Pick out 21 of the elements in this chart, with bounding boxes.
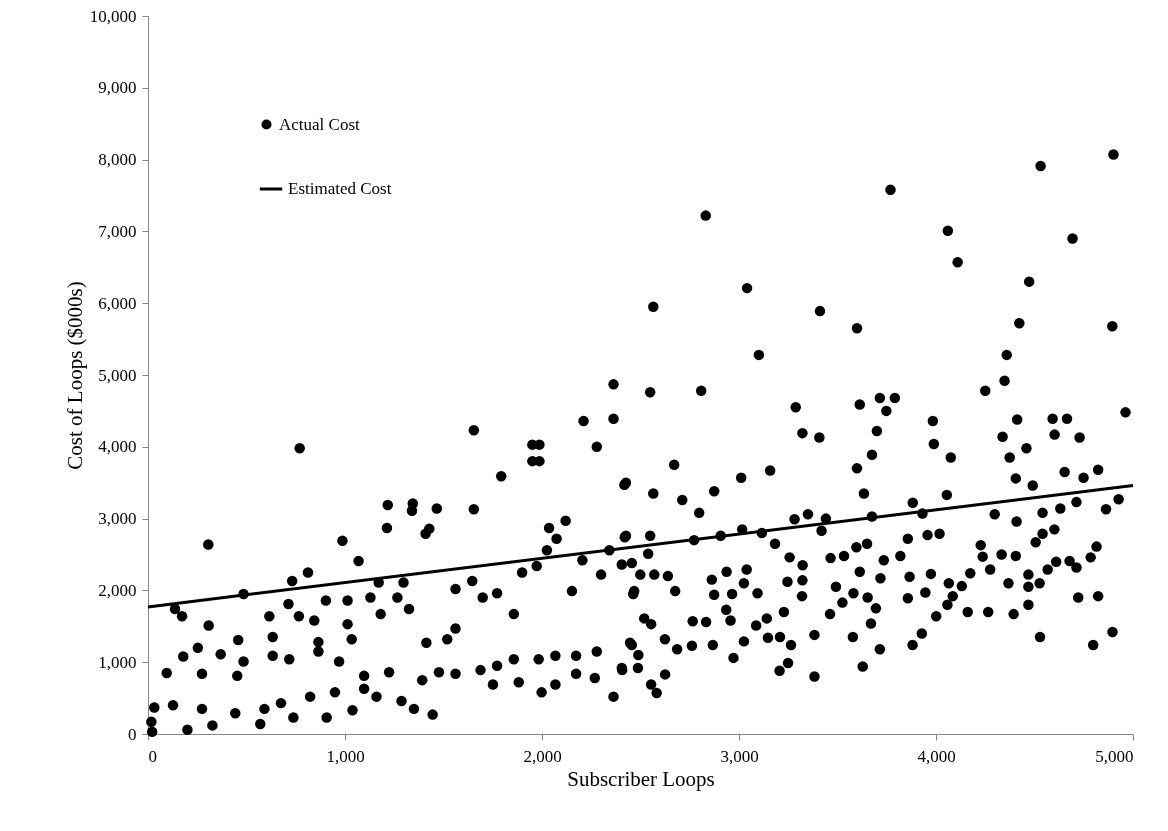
x-tick-label: 3,000 [720,746,759,766]
x-tick-label: 1,000 [326,746,365,766]
y-tick-label: 2,000 [98,580,137,600]
x-tick-label: 2,000 [523,746,562,766]
y-tick-label: 0 [128,724,137,744]
y-tick-label: 10,000 [89,6,137,26]
y-tick-label: 1,000 [98,652,137,672]
legend-label: Estimated Cost [288,179,392,198]
y-tick-label: 4,000 [98,437,137,457]
x-axis-title: Subscriber Loops [567,766,715,791]
x-tick-label: 4,000 [917,746,956,766]
y-tick-label: 9,000 [98,78,137,98]
y-axis-title: Cost of Loops ($000s) [62,281,87,470]
legend-label: Actual Cost [279,114,361,134]
x-tick-label: 5,000 [1095,746,1134,766]
y-tick-label: 7,000 [98,221,137,241]
y-tick-label: 8,000 [98,150,137,170]
y-tick-label: 3,000 [98,509,137,529]
x-tick-label: 0 [148,746,157,766]
y-tick-label: 6,000 [98,293,137,313]
y-tick-label: 5,000 [98,365,137,385]
